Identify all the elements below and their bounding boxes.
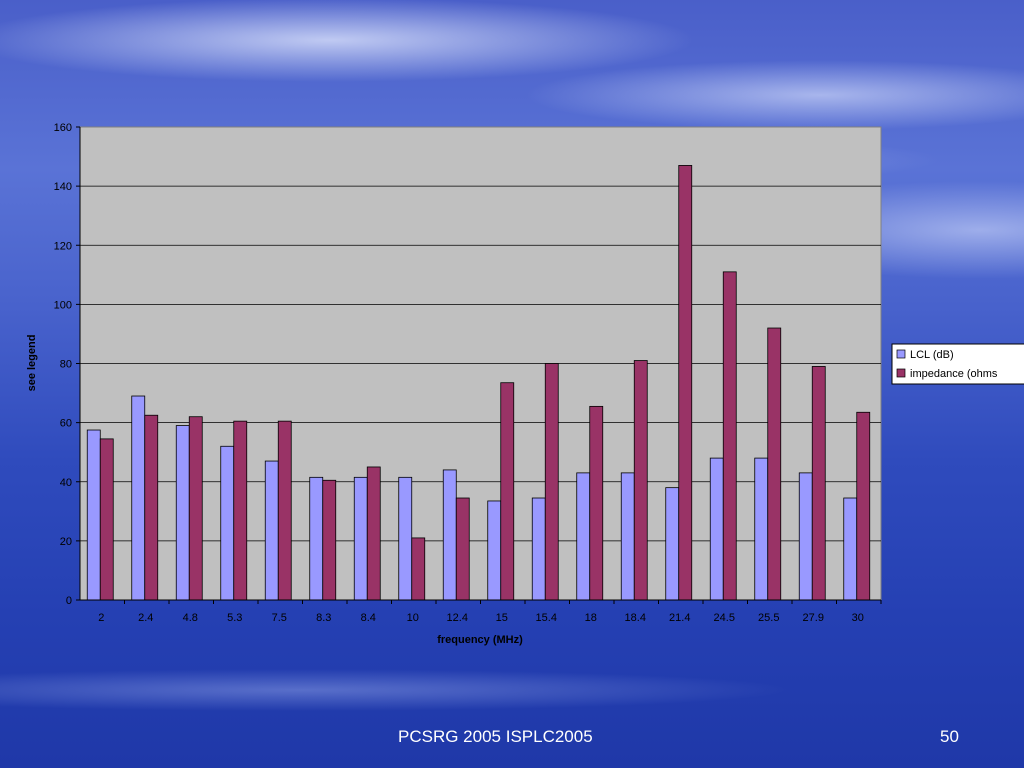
bar-impedance-24.5	[722, 271, 737, 601]
bar-lcl-18.4	[620, 472, 635, 601]
x-tick-label: 8.4	[361, 612, 376, 624]
bar-impedance-12.4	[455, 497, 470, 601]
bar-lcl-25.5	[754, 457, 769, 601]
bar-impedance-21.4	[678, 165, 693, 601]
x-tick-label: 24.5	[714, 612, 735, 624]
x-tick-label: 5.3	[227, 612, 242, 624]
x-tick-label: 15.4	[536, 612, 557, 624]
bar-impedance-10	[411, 537, 426, 601]
x-tick-label: 10	[407, 612, 419, 624]
bar-lcl-5.3	[220, 445, 235, 601]
x-tick-label: 2.4	[138, 612, 153, 624]
chart-legend: LCL (dB) impedance (ohms	[891, 343, 1024, 385]
bar-lcl-8.4	[353, 476, 368, 601]
bar-lcl-21.4	[665, 487, 680, 601]
x-axis-title: frequency (MHz)	[437, 634, 523, 646]
x-tick-label: 30	[852, 612, 864, 624]
bar-impedance-8.4	[366, 466, 381, 601]
bar-impedance-30	[856, 411, 871, 601]
x-tick-label: 27.9	[803, 612, 824, 624]
y-tick-label: 60	[60, 418, 72, 430]
y-tick-label: 0	[66, 595, 72, 607]
bar-lcl-15.4	[531, 497, 546, 601]
bar-lcl-2.4	[131, 395, 146, 601]
bar-lcl-7.5	[264, 460, 279, 601]
bar-impedance-2.4	[144, 414, 159, 601]
y-tick-label: 160	[54, 122, 72, 134]
y-tick-label: 80	[60, 359, 72, 371]
x-tick-label: 7.5	[272, 612, 287, 624]
bar-impedance-15	[500, 382, 515, 601]
bar-impedance-18	[589, 405, 604, 601]
bar-impedance-2	[99, 438, 114, 601]
slide-number: 50	[940, 727, 959, 746]
footer-title: PCSRG 2005 ISPLC2005	[398, 727, 593, 746]
bar-lcl-24.5	[709, 457, 724, 601]
legend-swatch-lcl	[896, 349, 906, 359]
bar-impedance-18.4	[633, 360, 648, 601]
bar-impedance-25.5	[767, 327, 782, 601]
bar-impedance-7.5	[277, 420, 292, 601]
y-tick-label: 40	[60, 477, 72, 489]
x-tick-label: 8.3	[316, 612, 331, 624]
bar-lcl-8.3	[309, 476, 324, 601]
bar-lcl-4.8	[175, 425, 190, 601]
x-tick-label: 25.5	[758, 612, 779, 624]
bar-impedance-15.4	[544, 363, 559, 601]
bar-lcl-2	[86, 429, 101, 601]
bar-lcl-18	[576, 472, 591, 601]
x-tick-label: 21.4	[669, 612, 690, 624]
bar-impedance-8.3	[322, 479, 337, 601]
bar-chart: 0 20 40 60 80 100 120 140 160 2 2.4 4.8 5.3 7.5 8.3 8.…	[26, 122, 1024, 646]
x-tick-label: 2	[98, 612, 104, 624]
x-tick-label: 12.4	[447, 612, 468, 624]
x-tick-label: 18	[585, 612, 597, 624]
bar-impedance-4.8	[188, 416, 203, 601]
bar-lcl-10	[398, 476, 413, 601]
legend-label-lcl: LCL (dB)	[910, 349, 954, 361]
bar-lcl-15	[487, 500, 502, 601]
y-tick-label: 20	[60, 536, 72, 548]
bar-lcl-30	[843, 497, 858, 601]
bar-impedance-27.9	[811, 366, 826, 601]
legend-swatch-impedance	[896, 368, 906, 378]
y-tick-label: 120	[54, 240, 72, 252]
x-tick-label: 4.8	[183, 612, 198, 624]
y-axis-title: see legend	[26, 335, 38, 392]
x-tick-label: 18.4	[625, 612, 646, 624]
gridlines	[80, 185, 881, 542]
bar-impedance-5.3	[233, 420, 248, 601]
y-axis-ticks: 0 20 40 60 80 100 120 140 160	[54, 122, 80, 607]
y-tick-label: 140	[54, 181, 72, 193]
y-tick-label: 100	[54, 299, 72, 311]
legend-box	[891, 343, 1024, 385]
bar-lcl-27.9	[798, 472, 813, 601]
x-axis-ticks: 2 2.4 4.8 5.3 7.5 8.3 8.4 10 12.4 15 15.4 18 18.4 21.…	[98, 600, 882, 624]
bar-lcl-12.4	[442, 469, 457, 601]
legend-label-impedance: impedance (ohms	[910, 368, 998, 380]
x-tick-label: 15	[496, 612, 508, 624]
